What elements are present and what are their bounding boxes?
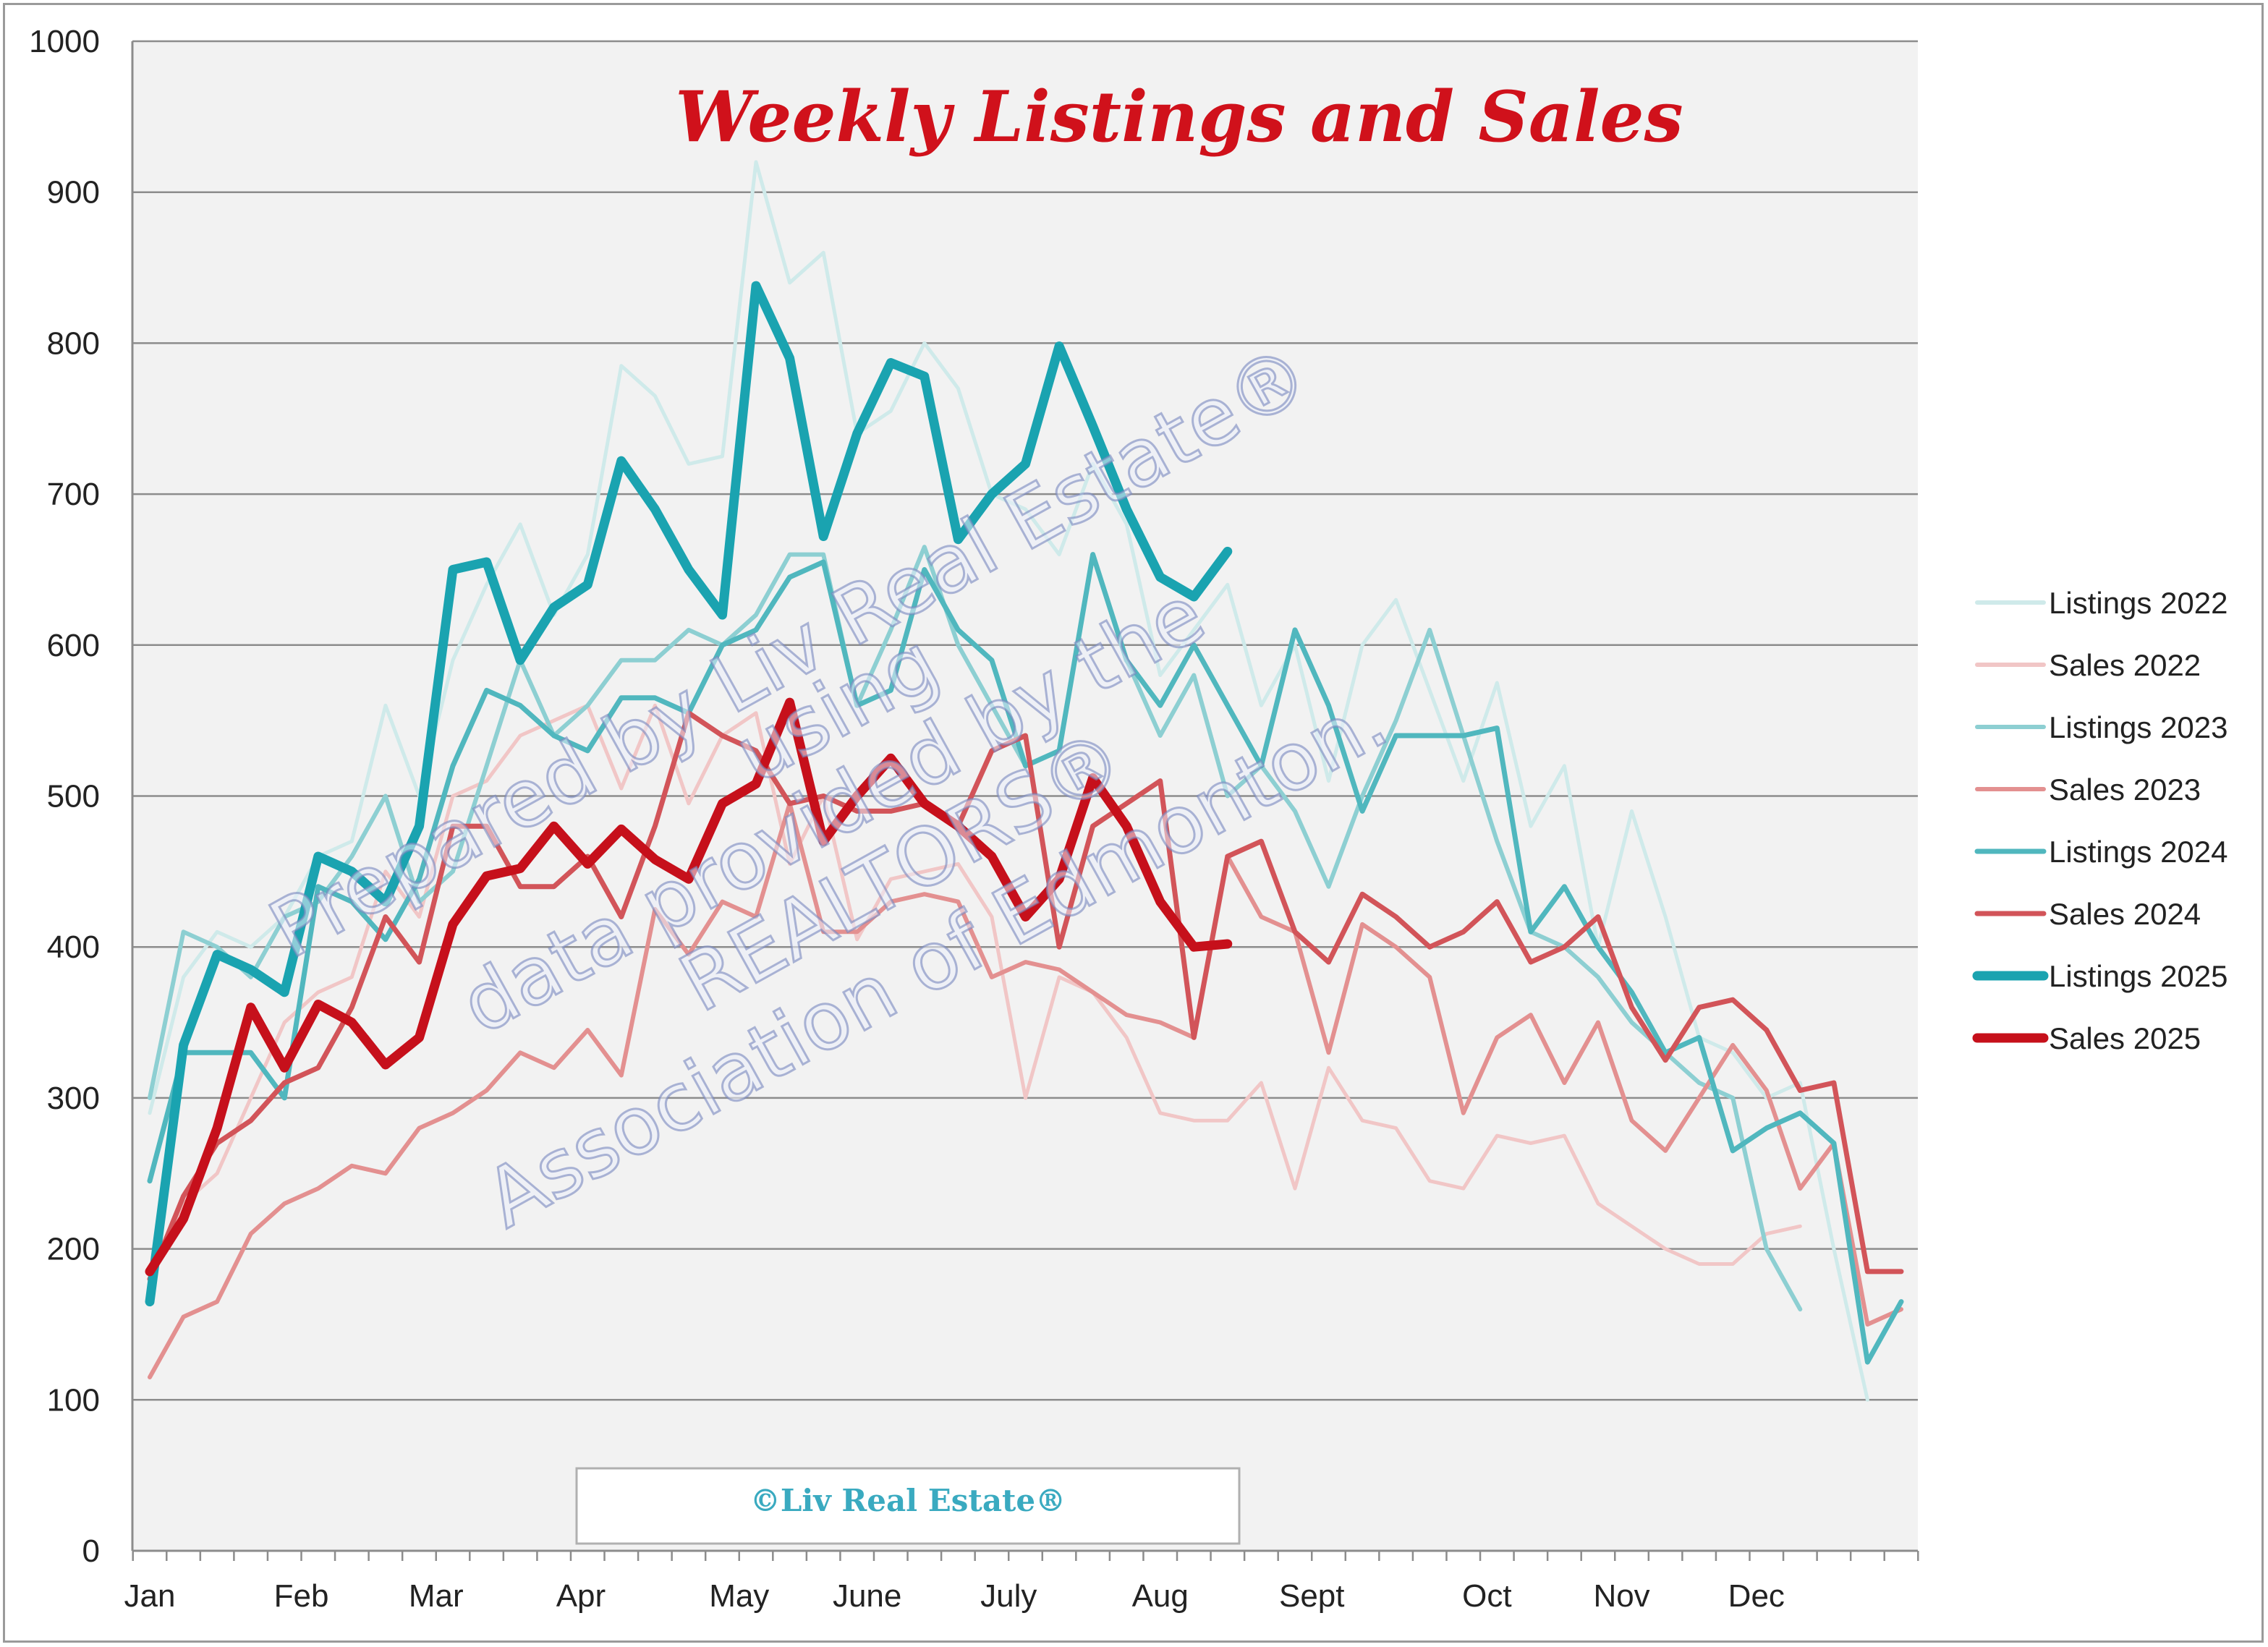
- x-tick-label: Aug: [1132, 1578, 1189, 1614]
- x-tick-label: Apr: [556, 1578, 606, 1614]
- series-line-4: [148, 801, 1903, 1379]
- copyright-box: [575, 1467, 1241, 1545]
- y-tick-label: 0: [82, 1533, 100, 1569]
- series-line-7: [145, 281, 1233, 1307]
- x-tick-label: Dec: [1728, 1578, 1785, 1614]
- x-tick-label: Sept: [1279, 1578, 1345, 1614]
- x-tick-label: Jan: [124, 1578, 176, 1614]
- series-line-8: [145, 697, 1233, 1277]
- x-tick-label: Mar: [409, 1578, 464, 1614]
- y-tick-label: 700: [47, 477, 100, 512]
- legend: Listings 2022 Sales 2022 Listings 2023 Sale…: [1972, 586, 2228, 1055]
- x-tick-label: Oct: [1462, 1578, 1511, 1614]
- legend-label: Listings 2024: [2049, 835, 2228, 869]
- y-tick-label: 200: [47, 1232, 100, 1267]
- x-tick-label: July: [980, 1578, 1037, 1614]
- legend-label: Sales 2023: [2049, 773, 2201, 807]
- x-tick-label: May: [709, 1578, 769, 1614]
- y-tick-label: 600: [47, 628, 100, 663]
- x-tick-label: June: [833, 1578, 901, 1614]
- x-tick-label: Feb: [274, 1578, 329, 1614]
- y-tick-label: 900: [47, 175, 100, 210]
- x-axis: Jan Feb Mar Apr May June July Aug Sept Oct Nov Dec: [124, 41, 1919, 1614]
- y-tick-label: 800: [47, 325, 100, 361]
- y-axis-ticks: 0 100 200 300 400 500 600 700 800 900 1000: [29, 24, 100, 1569]
- chart-title: Weekly Listings and Sales: [675, 76, 1683, 158]
- legend-label: Sales 2025: [2049, 1021, 2201, 1055]
- legend-label: Listings 2022: [2049, 586, 2228, 620]
- series-line-5: [147, 552, 1904, 1365]
- y-tick-label: 100: [47, 1382, 100, 1418]
- legend-label: Listings 2025: [2049, 959, 2228, 993]
- copyright-text: ©Liv Real Estate®: [750, 1483, 1066, 1518]
- y-tick-label: 400: [47, 929, 100, 965]
- y-tick-label: 1000: [29, 24, 100, 59]
- legend-label: Sales 2022: [2049, 648, 2201, 682]
- legend-label: Listings 2023: [2049, 710, 2228, 744]
- legend-label: Sales 2024: [2049, 897, 2201, 931]
- series-line-3: [148, 545, 1803, 1312]
- y-tick-label: 500: [47, 779, 100, 814]
- series-lines: [145, 160, 1904, 1402]
- y-tick-label: 300: [47, 1081, 100, 1116]
- series-line-6: [147, 710, 1904, 1282]
- x-tick-label: Nov: [1593, 1578, 1649, 1614]
